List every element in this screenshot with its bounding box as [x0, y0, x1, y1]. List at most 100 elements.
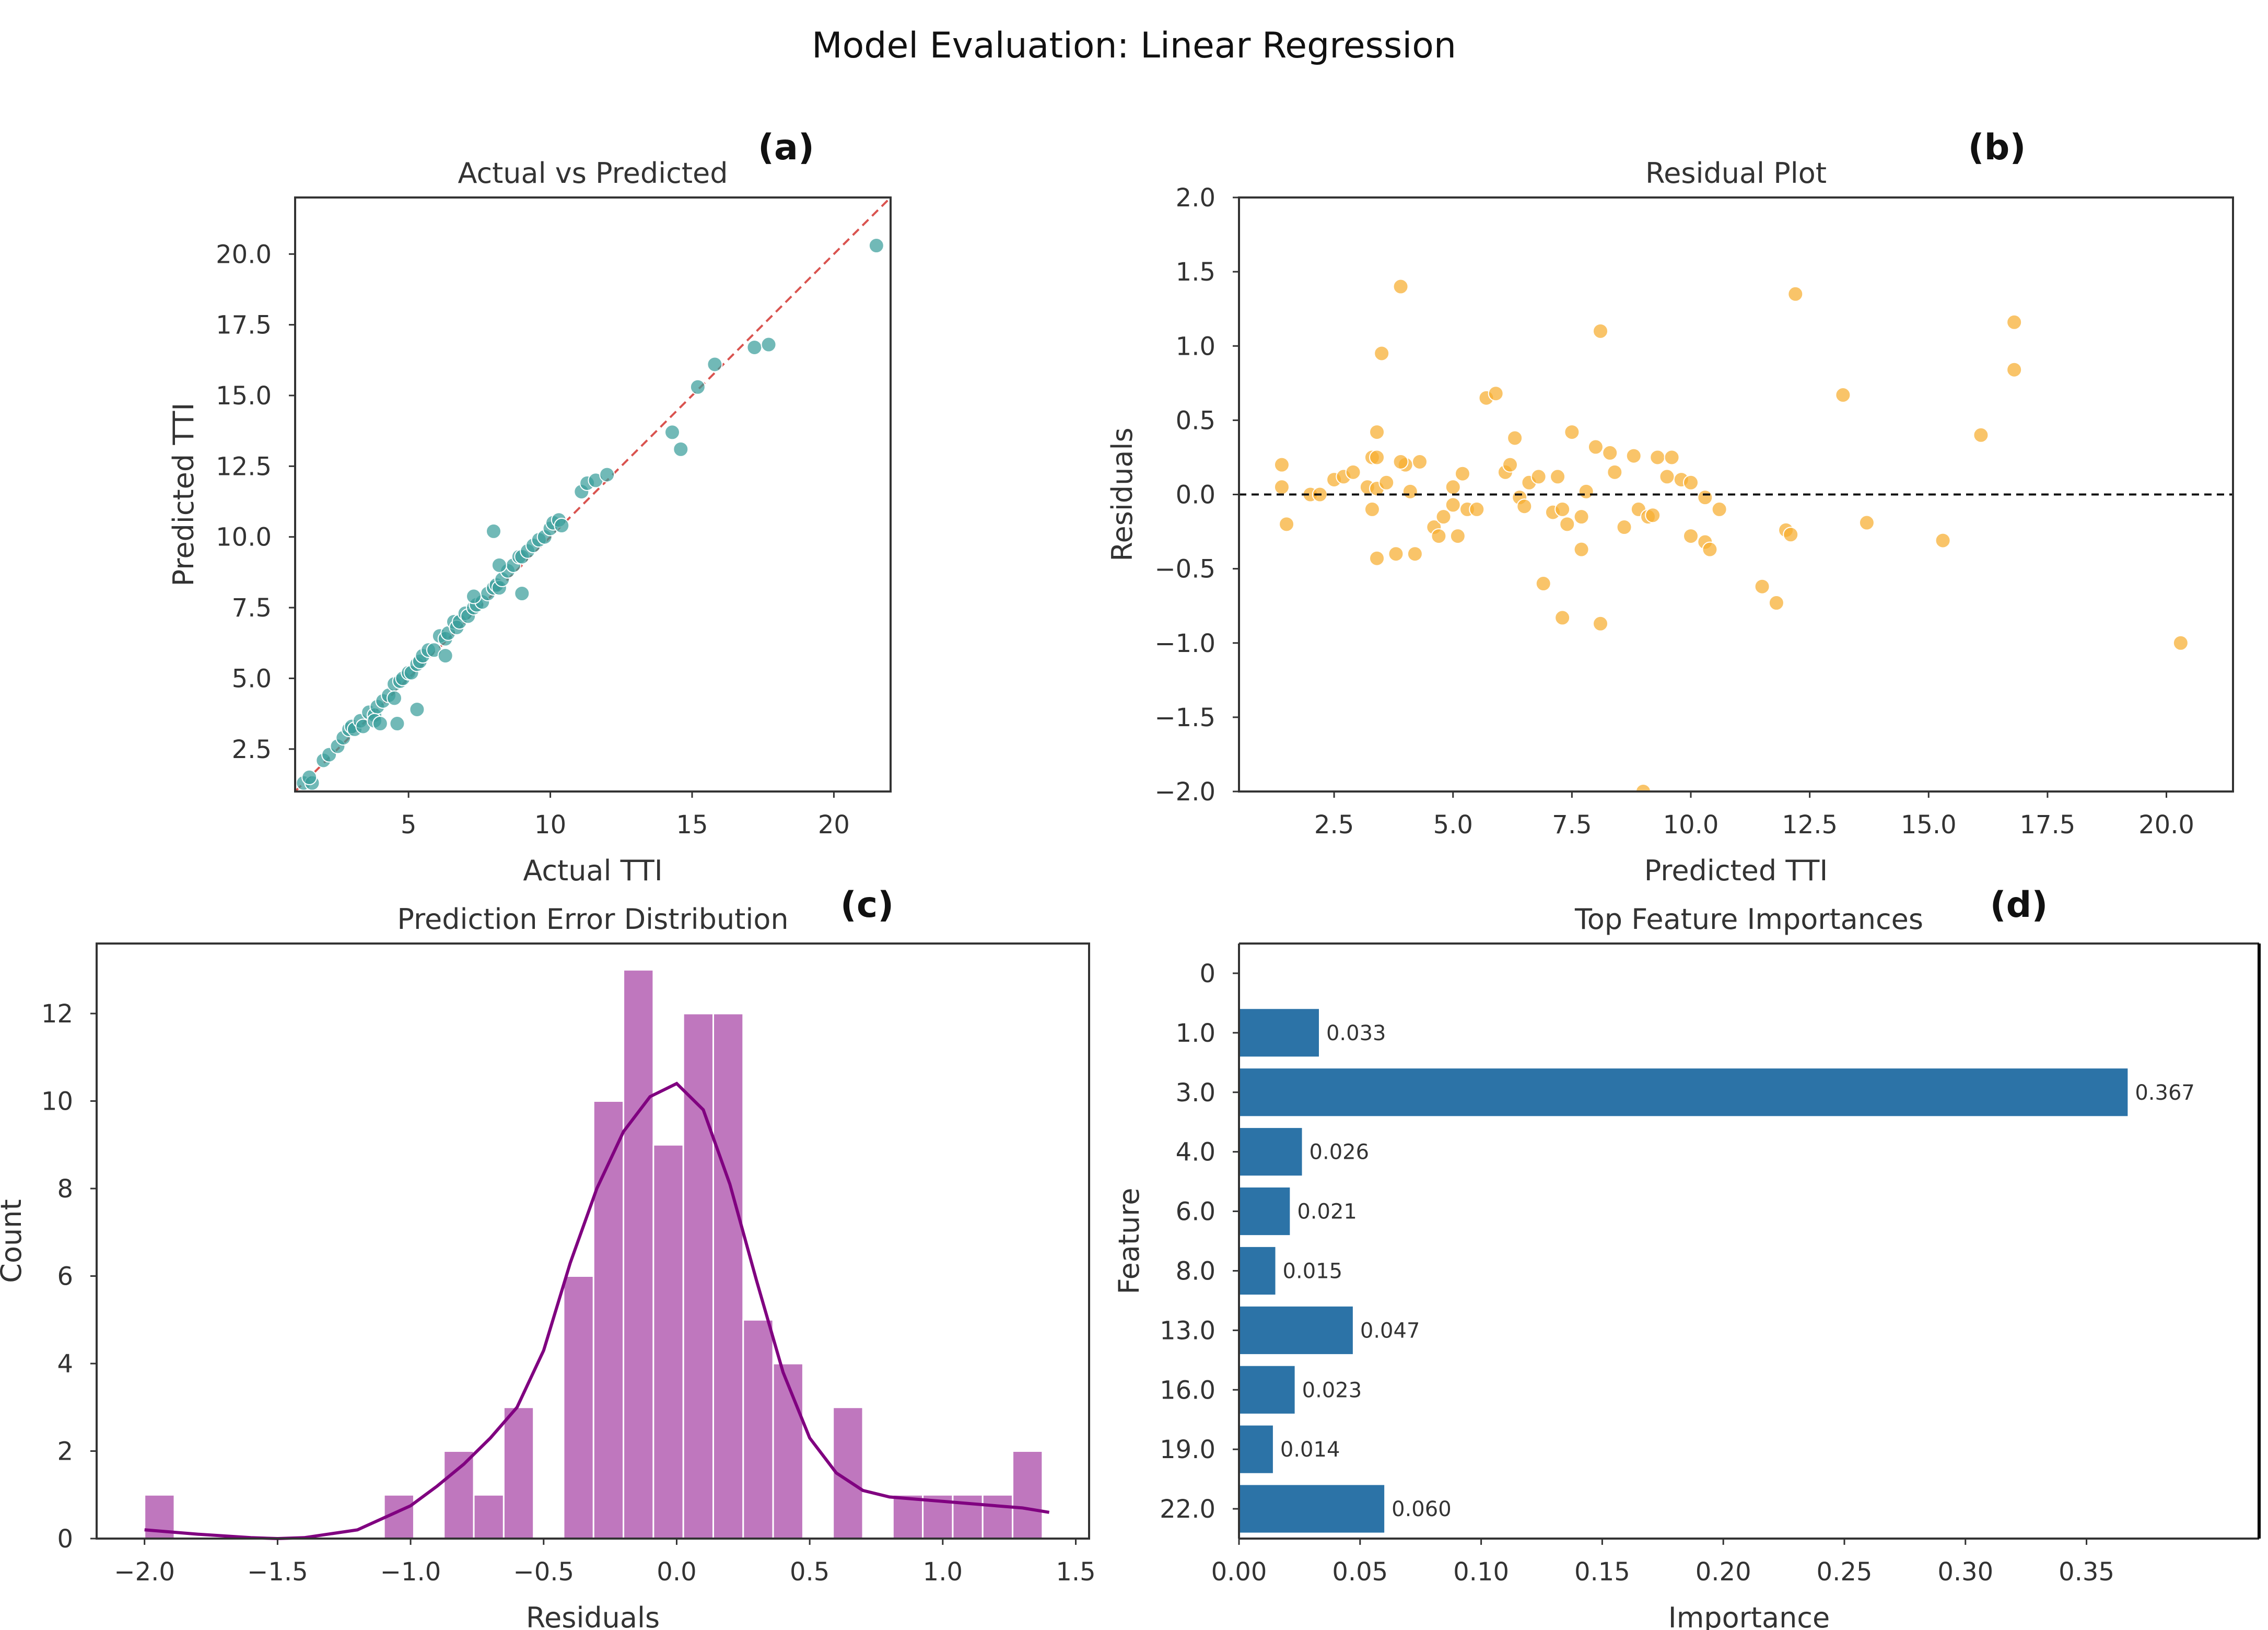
data-point — [761, 336, 777, 353]
data-point — [1369, 550, 1385, 566]
histogram-bar — [623, 969, 654, 1540]
x-tick-label: 5.0 — [1433, 810, 1473, 840]
data-point — [673, 441, 689, 457]
panel-tag-c: (c) — [840, 884, 894, 926]
data-point — [1559, 516, 1575, 532]
data-point — [1469, 501, 1485, 517]
histogram-bar — [652, 1144, 684, 1540]
data-point — [1973, 427, 1989, 443]
data-point — [486, 523, 501, 539]
x-tick-label: 1.5 — [1056, 1557, 1095, 1587]
bar-value-label: 0.060 — [1392, 1497, 1452, 1521]
data-point — [1369, 449, 1385, 465]
x-tick-label: 2.5 — [1314, 810, 1354, 840]
data-point — [301, 769, 318, 785]
data-point — [1530, 469, 1547, 485]
y-tick-label: 2.0 — [1176, 183, 1215, 213]
data-point — [1516, 498, 1533, 515]
data-point — [1593, 323, 1608, 339]
y-tick-label: 17.5 — [216, 311, 272, 340]
histogram-bar — [772, 1363, 804, 1540]
data-point — [599, 467, 615, 483]
x-tick-label: −2.0 — [114, 1557, 175, 1587]
importance-bar — [1239, 1425, 1273, 1473]
histogram-bar — [742, 1319, 774, 1540]
x-tick-label: 20 — [818, 810, 850, 840]
feature-importance-panel: Top Feature Importances Importance Feature… — [1113, 903, 2261, 1630]
data-point — [1783, 527, 1799, 543]
data-point — [389, 716, 405, 732]
data-point — [1378, 474, 1395, 491]
x-tick-label: 0.0 — [657, 1557, 696, 1587]
y-tick-label: 1.5 — [1176, 258, 1215, 287]
data-point — [1573, 541, 1589, 557]
data-point — [1279, 516, 1295, 532]
data-point — [746, 339, 763, 355]
data-point — [514, 586, 530, 601]
y-tick-label: 1.0 — [1176, 1019, 1215, 1048]
bar-value-label: 0.026 — [1310, 1140, 1370, 1165]
x-tick-label: 7.5 — [1552, 810, 1592, 840]
plot-frame — [96, 942, 1090, 1540]
data-point — [387, 690, 402, 706]
data-point — [1445, 497, 1461, 513]
y-tick-label: 1.0 — [1176, 332, 1215, 361]
x-axis-label: Residuals — [526, 1601, 660, 1630]
data-point — [1449, 528, 1466, 544]
data-point — [372, 716, 388, 732]
data-point — [1697, 490, 1713, 506]
y-tick-label: 10 — [41, 1087, 73, 1116]
y-tick-label: 16.0 — [1160, 1376, 1215, 1405]
y-tick-label: −1.5 — [1154, 703, 1215, 732]
data-point — [1616, 519, 1632, 535]
data-point — [1683, 528, 1699, 544]
histogram-bar — [473, 1494, 505, 1540]
data-point — [1364, 501, 1380, 517]
y-axis-label: Feature — [1113, 1187, 1145, 1294]
panel-title: Actual vs Predicted — [458, 157, 728, 190]
y-tick-label: 19.0 — [1160, 1435, 1215, 1464]
y-axis-label: Predicted TTI — [167, 403, 200, 587]
bar-value-label: 0.367 — [2135, 1081, 2195, 1105]
plot-frame — [1238, 196, 2234, 793]
y-axis-label: Count — [0, 1199, 28, 1283]
data-point — [1787, 286, 1804, 302]
importance-bar — [1239, 1009, 1319, 1057]
data-point — [1587, 439, 1604, 455]
bar-value-label: 0.021 — [1297, 1200, 1357, 1224]
panel-title: Residual Plot — [1645, 157, 1827, 190]
data-point — [1664, 449, 1680, 465]
data-point — [689, 379, 706, 395]
data-point — [1578, 483, 1594, 499]
data-point — [1711, 501, 1727, 517]
importance-bar — [1239, 1306, 1353, 1354]
bar-value-label: 0.033 — [1326, 1021, 1386, 1045]
data-point — [664, 424, 680, 440]
data-point — [1768, 595, 1784, 611]
data-point — [1402, 483, 1418, 499]
y-tick-label: 6 — [57, 1262, 73, 1291]
x-axis-label: Predicted TTI — [1644, 854, 1828, 887]
data-point — [1645, 507, 1661, 523]
y-tick-label: 3.0 — [1176, 1078, 1215, 1108]
y-axis-label: Residuals — [1106, 427, 1139, 561]
data-point — [1550, 469, 1566, 485]
data-point — [1388, 546, 1404, 562]
histogram-bar — [563, 1275, 594, 1540]
x-axis-label: Importance — [1668, 1601, 1830, 1630]
histogram-bar — [682, 1012, 714, 1540]
kde-line — [144, 1081, 1050, 1541]
y-tick-label: 20.0 — [216, 240, 272, 269]
panel-title: Prediction Error Distribution — [397, 903, 788, 936]
x-tick-label: 20.0 — [2138, 810, 2194, 840]
y-tick-label: 2.5 — [232, 735, 272, 764]
x-tick-label: 0.25 — [1817, 1557, 1873, 1587]
data-point — [409, 701, 425, 717]
y-tick-label: 4.0 — [1176, 1138, 1215, 1167]
data-point — [466, 588, 482, 604]
y-tick-label: 5.0 — [232, 664, 272, 693]
data-point — [1573, 509, 1589, 525]
bar-value-label: 0.015 — [1283, 1259, 1343, 1283]
y-tick-label: 12.5 — [216, 452, 272, 481]
plot-frame — [294, 196, 892, 793]
